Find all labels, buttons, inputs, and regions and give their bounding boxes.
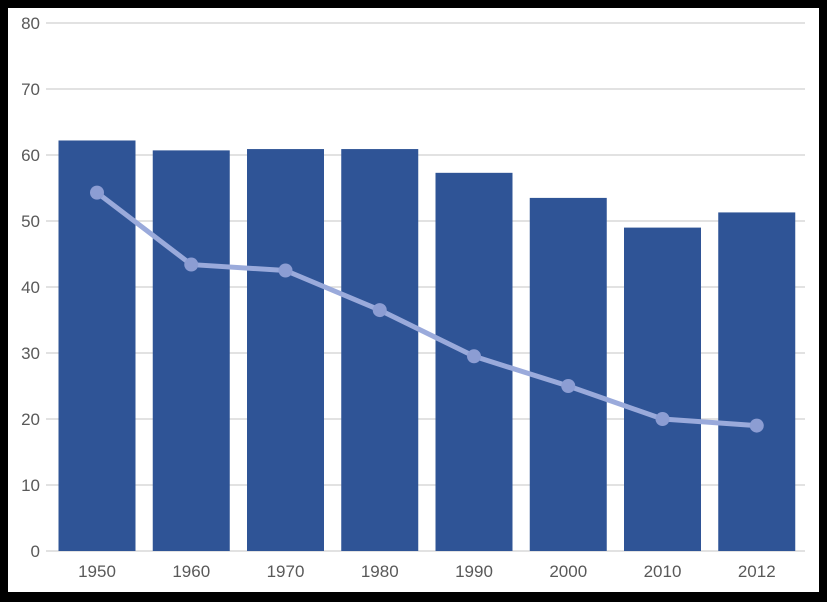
line-marker <box>749 418 764 433</box>
line-marker <box>561 379 576 393</box>
line-marker <box>278 263 293 278</box>
x-tick-label: 1970 <box>267 562 305 581</box>
y-tick-label: 40 <box>21 278 40 297</box>
x-tick-label: 2010 <box>644 562 682 581</box>
bar <box>718 212 796 552</box>
y-tick-label: 20 <box>21 410 40 429</box>
bar <box>341 149 419 551</box>
bar <box>247 149 324 551</box>
line-series-path <box>94 190 760 429</box>
bar <box>529 197 607 551</box>
x-tick-label: 1950 <box>78 562 116 581</box>
line-marker <box>184 257 199 272</box>
line-marker <box>467 349 481 364</box>
y-tick-label: 70 <box>21 80 40 99</box>
bar <box>624 227 701 551</box>
y-tick-label: 50 <box>21 212 40 231</box>
y-tick-label: 30 <box>21 344 40 363</box>
x-tick-label: 1990 <box>455 562 493 581</box>
x-tick-label: 1960 <box>172 562 210 581</box>
y-tick-label: 10 <box>21 476 40 495</box>
x-tick-label: 1980 <box>361 562 399 581</box>
bar <box>58 140 136 552</box>
line-marker <box>655 412 670 426</box>
y-tick-label: 80 <box>21 14 40 33</box>
line-marker <box>372 303 387 318</box>
bar <box>152 150 230 551</box>
y-tick-label: 0 <box>31 542 40 561</box>
x-tick-label: 2012 <box>738 562 776 581</box>
line-marker <box>90 185 104 200</box>
y-tick-label: 60 <box>21 146 40 165</box>
x-tick-label: 2000 <box>549 562 587 581</box>
